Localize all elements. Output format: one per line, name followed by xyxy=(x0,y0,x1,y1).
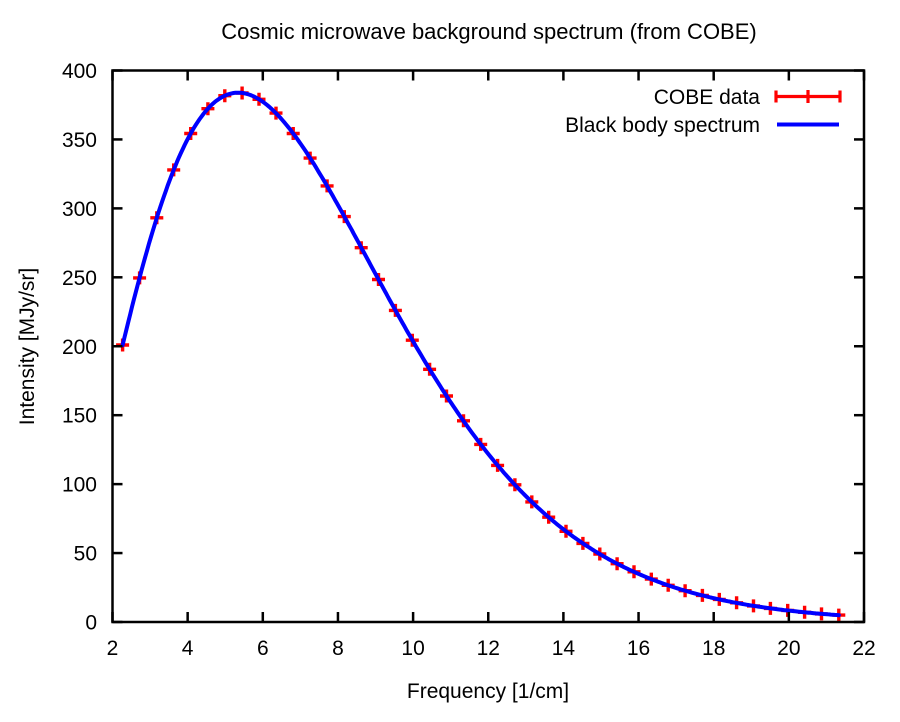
chart-title: Cosmic microwave background spectrum (fr… xyxy=(221,19,756,44)
x-axis-title: Frequency [1/cm] xyxy=(407,680,569,703)
y-tick-label: 400 xyxy=(62,60,97,83)
x-tick-label: 14 xyxy=(552,637,576,660)
y-tick-label: 250 xyxy=(62,267,97,290)
plot-border xyxy=(111,69,866,624)
y-tick-label: 50 xyxy=(74,543,97,566)
y-tick-label: 100 xyxy=(62,474,97,497)
errorbar-sample-icon xyxy=(774,90,842,103)
blackbody-curve xyxy=(120,90,841,618)
x-tick-label: 10 xyxy=(401,637,424,660)
x-tick-label: 18 xyxy=(702,637,725,660)
legend: COBE data Black body spectrum xyxy=(565,86,842,137)
y-tick-label: 150 xyxy=(62,405,97,428)
y-tick-label: 0 xyxy=(85,612,97,635)
x-tick-label: 8 xyxy=(332,637,344,660)
x-tick-label: 6 xyxy=(257,637,269,660)
legend-label-cobe-data: COBE data xyxy=(654,86,761,109)
y-tick-label: 200 xyxy=(62,336,97,359)
x-tick-label: 22 xyxy=(852,637,875,660)
errorbar-sample-glyph xyxy=(774,90,842,103)
legend-label-blackbody: Black body spectrum xyxy=(565,114,760,137)
axis-ticks: 2 4 6 8 10 12 14 16 18 20 22 0 50 100 150 200 250 300 350 4… xyxy=(62,60,876,660)
x-tick-label: 20 xyxy=(777,637,800,660)
y-axis-title: Intensity [MJy/sr] xyxy=(16,268,39,426)
x-tick-label: 16 xyxy=(627,637,650,660)
plot-series xyxy=(116,86,846,622)
x-tick-label: 12 xyxy=(477,637,500,660)
x-tick-label: 4 xyxy=(182,637,194,660)
x-tick-label: 2 xyxy=(107,637,119,660)
y-tick-label: 300 xyxy=(62,198,97,221)
y-tick-label: 350 xyxy=(62,129,97,152)
